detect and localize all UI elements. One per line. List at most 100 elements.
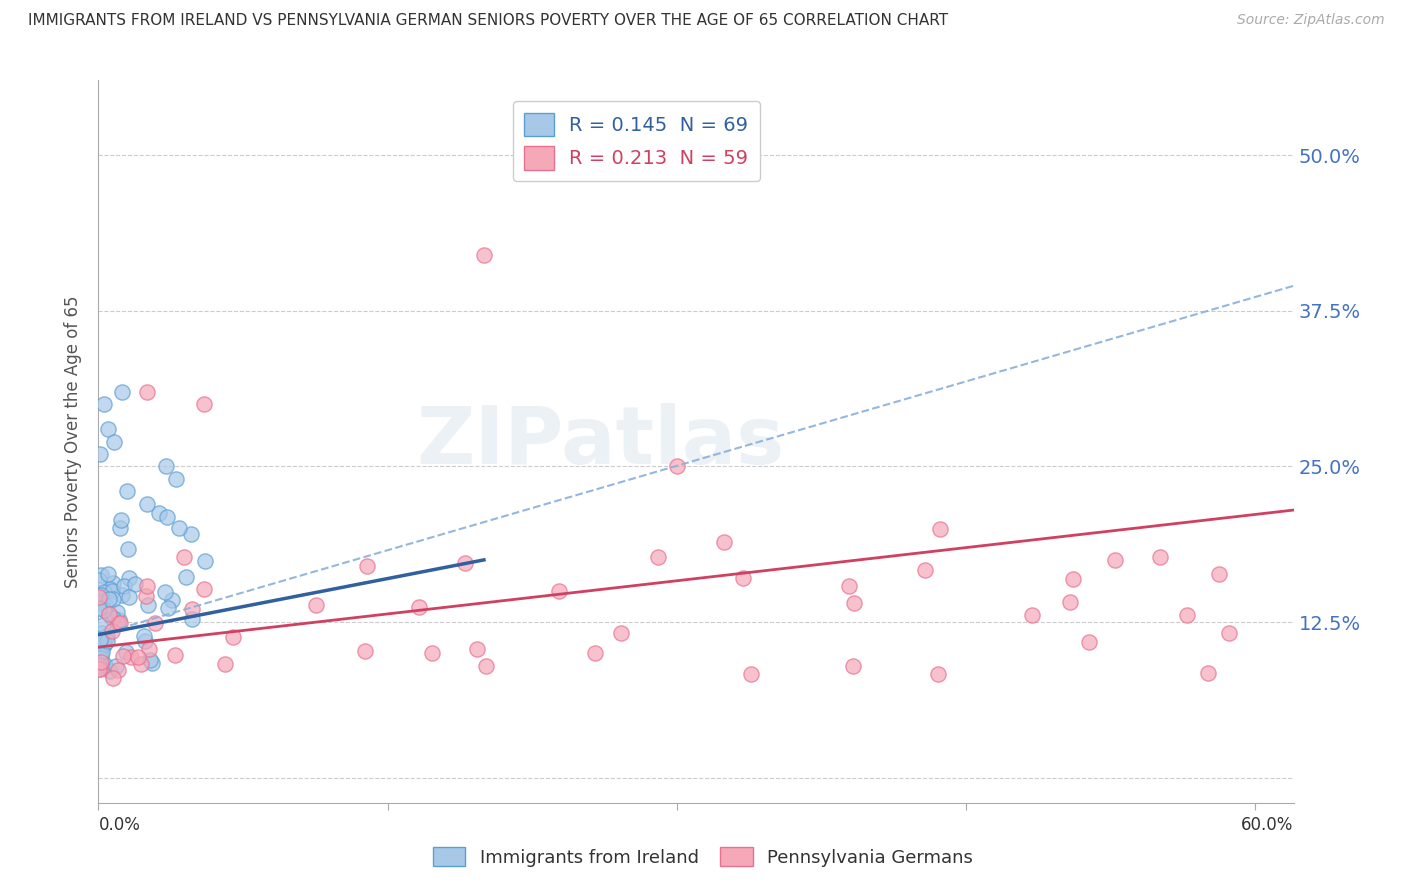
Point [98,665,121,679]
Point [167,521,190,535]
Point [105,658,128,673]
Legend: Immigrants from Ireland, Pennsylvania Germans: Immigrants from Ireland, Pennsylvania Ge… [426,840,980,874]
Point [408,600,430,615]
Point [844,595,866,609]
Point [713,535,735,549]
Point [160,593,183,607]
Point [108,616,131,631]
Point [141,656,163,670]
Point [1104,553,1126,567]
Point [138,642,160,657]
Point [96,630,118,644]
Point [665,459,688,474]
Point [101,583,124,598]
Point [101,575,124,590]
Point [214,657,236,672]
Point [97,422,120,436]
Point [110,384,132,399]
Point [927,667,949,681]
Point [89,657,111,672]
Point [110,513,132,527]
Point [136,579,159,593]
Point [583,646,606,660]
Point [156,510,179,524]
Point [107,615,129,630]
Point [120,650,142,665]
Point [90,568,112,582]
Point [127,650,149,665]
Point [547,584,569,599]
Text: Source: ZipAtlas.com: Source: ZipAtlas.com [1237,13,1385,28]
Point [118,571,141,585]
Point [929,523,952,537]
Point [143,616,166,631]
Point [453,556,475,570]
Point [180,527,202,541]
Point [148,506,170,520]
Point [89,588,111,602]
Point [90,588,112,602]
Point [173,549,195,564]
Point [97,566,120,581]
Point [914,563,936,577]
Point [108,521,131,535]
Point [101,592,124,607]
Point [91,618,114,632]
Point [1208,567,1230,582]
Point [731,571,754,585]
Point [1197,666,1219,681]
Point [139,653,162,667]
Point [1077,635,1099,649]
Text: 60.0%: 60.0% [1241,816,1294,834]
Point [118,591,141,605]
Point [93,397,115,411]
Point [165,472,187,486]
Point [135,384,157,399]
Point [353,644,375,658]
Text: IMMIGRANTS FROM IRELAND VS PENNSYLVANIA GERMAN SENIORS POVERTY OVER THE AGE OF 6: IMMIGRANTS FROM IRELAND VS PENNSYLVANIA … [28,13,948,29]
Point [101,671,124,685]
Point [841,659,863,673]
Point [107,606,129,620]
Y-axis label: Seniors Poverty Over the Age of 65: Seniors Poverty Over the Age of 65 [65,295,83,588]
Point [91,660,114,674]
Point [124,576,146,591]
Point [181,612,204,626]
Point [1218,626,1240,640]
Text: 0.0%: 0.0% [98,816,141,834]
Point [89,594,111,608]
Point [115,645,138,659]
Point [647,550,669,565]
Point [93,585,115,599]
Point [193,582,215,596]
Point [475,658,498,673]
Point [117,542,139,557]
Point [101,610,124,624]
Point [90,626,112,640]
Point [117,484,139,499]
Point [87,662,110,676]
Point [134,629,156,643]
Point [103,434,125,449]
Point [94,599,117,613]
Point [838,579,860,593]
Text: ZIPatlas: ZIPatlas [416,402,785,481]
Point [155,585,177,599]
Point [194,554,217,568]
Point [420,646,443,660]
Point [89,632,111,647]
Point [107,613,129,627]
Point [163,648,186,662]
Point [740,666,762,681]
Point [111,588,134,602]
Point [94,657,117,672]
Point [1149,549,1171,564]
Point [101,611,124,625]
Point [356,559,378,574]
Point [89,632,111,646]
Point [93,603,115,617]
Point [90,651,112,665]
Point [305,599,328,613]
Point [193,397,215,411]
Point [157,601,180,615]
